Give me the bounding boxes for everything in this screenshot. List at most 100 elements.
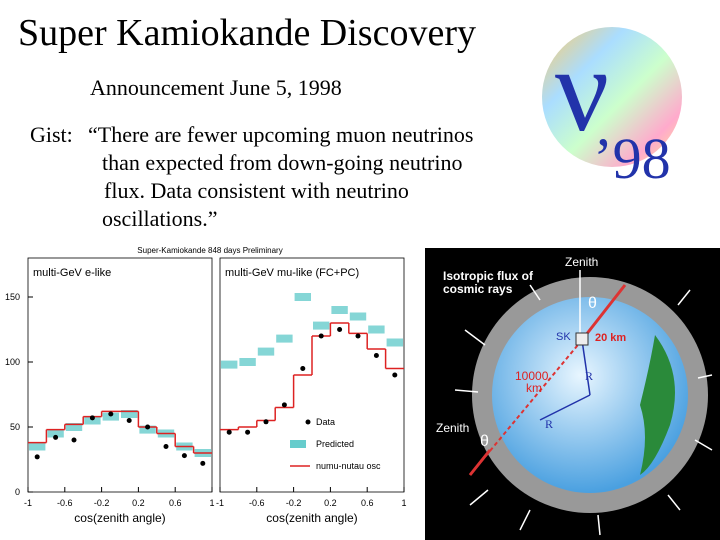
announcement: Announcement June 5, 1998 (90, 75, 342, 100)
x-tick-label: 1 (209, 498, 214, 508)
data-point (263, 419, 269, 425)
data-point (392, 372, 398, 378)
data-point (53, 434, 59, 440)
y-tick-label: 100 (5, 357, 20, 367)
predicted-box (84, 416, 101, 425)
predicted-box (313, 321, 330, 330)
data-point (226, 429, 232, 435)
x-tick-label: -0.2 (94, 498, 110, 508)
label: 20 km (595, 332, 626, 344)
x-tick-label: 0.2 (324, 498, 337, 508)
x-tick-label: -1 (216, 498, 224, 508)
label: Zenith (565, 255, 598, 269)
legend-marker (290, 440, 306, 448)
up-going-ray (468, 449, 492, 476)
data-point (71, 437, 77, 443)
detector (575, 332, 589, 346)
neutrino-path (469, 339, 583, 476)
logo: ν ’98 (542, 23, 682, 191)
x-tick-label: 0.6 (361, 498, 374, 508)
predicted-box (331, 306, 348, 314)
predicted-box (139, 425, 156, 434)
x-tick-label: 0.6 (169, 498, 182, 508)
radius-line (581, 339, 591, 396)
x-tick-label: -0.2 (286, 498, 302, 508)
logo-year: ’98 (593, 126, 670, 191)
legend-label: Predicted (316, 439, 354, 449)
label: Zenith (436, 421, 469, 435)
predicted-box (386, 338, 403, 347)
gist-line: than expected from down-going neutrino (102, 150, 462, 175)
legend-label: numu-nutau osc (316, 461, 381, 471)
predicted-box (29, 442, 46, 451)
data-point (34, 454, 40, 460)
gist-line: “There are fewer upcoming muon neutrinos (88, 122, 473, 147)
figure-bg (0, 248, 420, 540)
x-tick-label: -0.6 (249, 498, 265, 508)
logo-circle (542, 27, 682, 167)
predicted-box (221, 360, 238, 369)
data-point (200, 460, 206, 466)
x-axis-label: cos(zenith angle) (266, 511, 357, 525)
data-point (163, 444, 169, 449)
radius-line (539, 394, 591, 421)
diagram: Zenith Isotropic flux of cosmic rays θ S… (425, 248, 720, 540)
title: Super Kamiokande Discovery (18, 12, 476, 54)
predicted-box (257, 347, 275, 356)
label: R (585, 369, 593, 383)
y-tick-label: 0 (15, 487, 20, 497)
data-point (181, 453, 187, 459)
predicted-box (368, 325, 385, 334)
figure: Super-Kamiokande 848 days Preliminary mu… (0, 246, 420, 540)
legend-label: Data (316, 417, 335, 427)
label: R (545, 417, 553, 431)
label: Isotropic flux of (443, 269, 534, 283)
data-point (245, 429, 251, 435)
label: 10000 (515, 369, 549, 383)
data-point (373, 353, 379, 358)
label: km (526, 381, 542, 395)
plot-frame (27, 257, 213, 493)
panel-title: multi-GeV mu-like (FC+PC) (225, 267, 359, 279)
data-point (318, 333, 324, 339)
x-tick-label: -1 (24, 498, 32, 508)
x-tick-label: -0.6 (57, 498, 73, 508)
label: θ (588, 295, 597, 312)
x-tick-label: 1 (401, 498, 406, 508)
continent (640, 335, 675, 475)
flux-arrows (454, 284, 713, 536)
data-point (337, 327, 343, 332)
data-point (89, 415, 95, 421)
label: SK (556, 331, 571, 343)
panel-title: multi-GeV e-like (33, 267, 111, 279)
x-axis-label: cos(zenith angle) (74, 511, 165, 525)
predicted-box (276, 334, 293, 343)
predicted-box (349, 312, 367, 321)
predicted-box (121, 410, 138, 418)
legend-marker (305, 419, 311, 425)
gist-line: oscillations.” (102, 206, 217, 231)
data-point (145, 424, 151, 430)
gist-line: flux. Data consistent with neutrino (104, 178, 409, 203)
down-going-ray (580, 284, 627, 341)
gist-label: Gist: (30, 122, 73, 147)
label: cosmic rays (443, 282, 513, 296)
y-tick-label: 50 (10, 422, 20, 432)
predicted-box (102, 412, 119, 421)
plot-frame (219, 257, 405, 493)
x-tick-label: 0.2 (132, 498, 145, 508)
data-point (281, 402, 287, 408)
data-point (300, 366, 306, 371)
label: θ (480, 433, 489, 450)
y-tick-label: 150 (5, 292, 20, 302)
data-point (355, 333, 361, 339)
predicted-box (65, 423, 83, 431)
predicted-box (47, 429, 64, 438)
logo-symbol: ν (555, 23, 609, 156)
predicted-box (239, 358, 256, 366)
data-point (108, 411, 114, 417)
figure-title: Super-Kamiokande 848 days Preliminary (137, 246, 282, 255)
data-point (126, 418, 132, 423)
predicted-box (294, 293, 311, 301)
